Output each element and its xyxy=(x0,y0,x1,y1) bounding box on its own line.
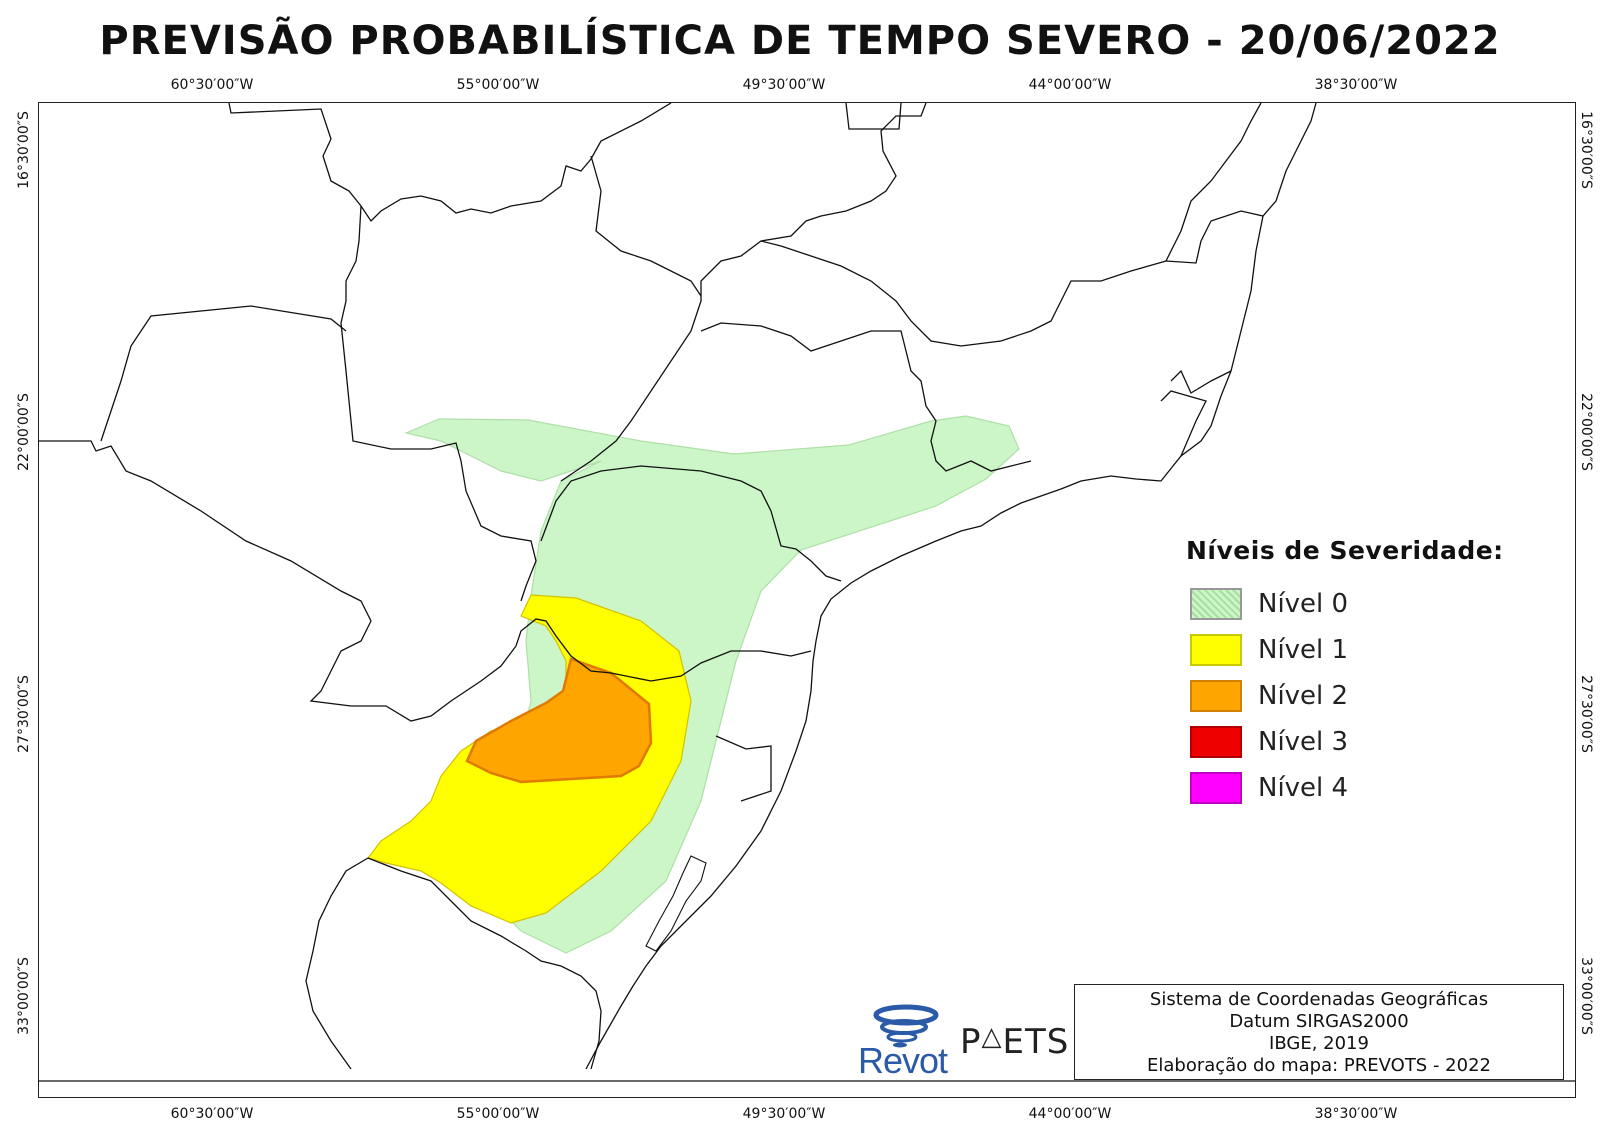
lon-label-top: 55°00′00″W xyxy=(456,77,540,93)
lon-label-bottom: 44°00′00″W xyxy=(1028,1106,1112,1122)
lon-label-top: 38°30′00″W xyxy=(1314,77,1398,93)
legend-item-level3: Nível 3 xyxy=(1190,719,1526,765)
legend-title: Níveis de Severidade: xyxy=(1186,536,1504,565)
legend-label: Nível 3 xyxy=(1258,727,1349,757)
lon-label-bottom: 60°30′00″W xyxy=(170,1106,254,1122)
lon-label-bottom: 49°30′00″W xyxy=(742,1106,826,1122)
map-title: PREVISÃO PROBABILÍSTICA DE TEMPO SEVERO … xyxy=(99,18,1501,64)
lat-label-right: 22°00′00″S xyxy=(1578,393,1594,471)
info-line-coord-system: Sistema de Coordenadas Geográficas xyxy=(1149,989,1489,1010)
lat-label-right: 16°30′00″S xyxy=(1578,111,1594,189)
legend-label: Nível 2 xyxy=(1258,681,1349,711)
map-info-box: Sistema de Coordenadas Geográficas Datum… xyxy=(1074,984,1564,1080)
info-line-author: Elaboração do mapa: PREVOTS - 2022 xyxy=(1147,1055,1491,1076)
severity-legend: Níveis de Severidade: Nível 0 Nível 1 Ní… xyxy=(1186,536,1526,811)
lat-label-left: 22°00′00″S xyxy=(16,393,32,471)
legend-item-level1: Nível 1 xyxy=(1190,627,1526,673)
lat-label-right: 33°00′00″S xyxy=(1578,957,1594,1035)
map-frame xyxy=(38,102,1576,1098)
political-borders xyxy=(39,103,1575,1082)
legend-swatch-level2 xyxy=(1190,680,1242,712)
legend-swatch-level1 xyxy=(1190,634,1242,666)
lat-label-left: 33°00′00″S xyxy=(16,957,32,1035)
legend-label: Nível 4 xyxy=(1258,773,1349,803)
lat-label-left: 16°30′00″S xyxy=(16,111,32,189)
lat-label-right: 27°30′00″S xyxy=(1578,675,1594,753)
legend-label: Nível 0 xyxy=(1258,589,1349,619)
prevots-logo-text: P△ETS xyxy=(960,1022,1070,1062)
lon-label-top: 44°00′00″W xyxy=(1028,77,1112,93)
legend-label: Nível 1 xyxy=(1258,635,1349,665)
legend-swatch-level4 xyxy=(1190,772,1242,804)
info-line-datum: Datum SIRGAS2000 xyxy=(1229,1011,1409,1032)
coastal-lagoon xyxy=(645,855,707,952)
lat-label-left: 27°30′00″S xyxy=(16,675,32,753)
revot-logo-text: Revot xyxy=(858,1040,948,1081)
tornado-swirl-icon xyxy=(873,1004,939,1048)
legend-item-level2: Nível 2 xyxy=(1190,673,1526,719)
legend-swatch-level0 xyxy=(1190,588,1242,620)
map-canvas xyxy=(39,103,1575,1082)
lon-label-top: 49°30′00″W xyxy=(742,77,826,93)
lon-label-top: 60°30′00″W xyxy=(170,77,254,93)
legend-item-level0: Nível 0 xyxy=(1190,581,1526,627)
info-line-source: IBGE, 2019 xyxy=(1269,1033,1369,1054)
legend-item-level4: Nível 4 xyxy=(1190,765,1526,811)
lon-label-bottom: 55°00′00″W xyxy=(456,1106,540,1122)
legend-swatch-level3 xyxy=(1190,726,1242,758)
lon-label-bottom: 38°30′00″W xyxy=(1314,1106,1398,1122)
severity-zone-level2 xyxy=(465,657,653,784)
